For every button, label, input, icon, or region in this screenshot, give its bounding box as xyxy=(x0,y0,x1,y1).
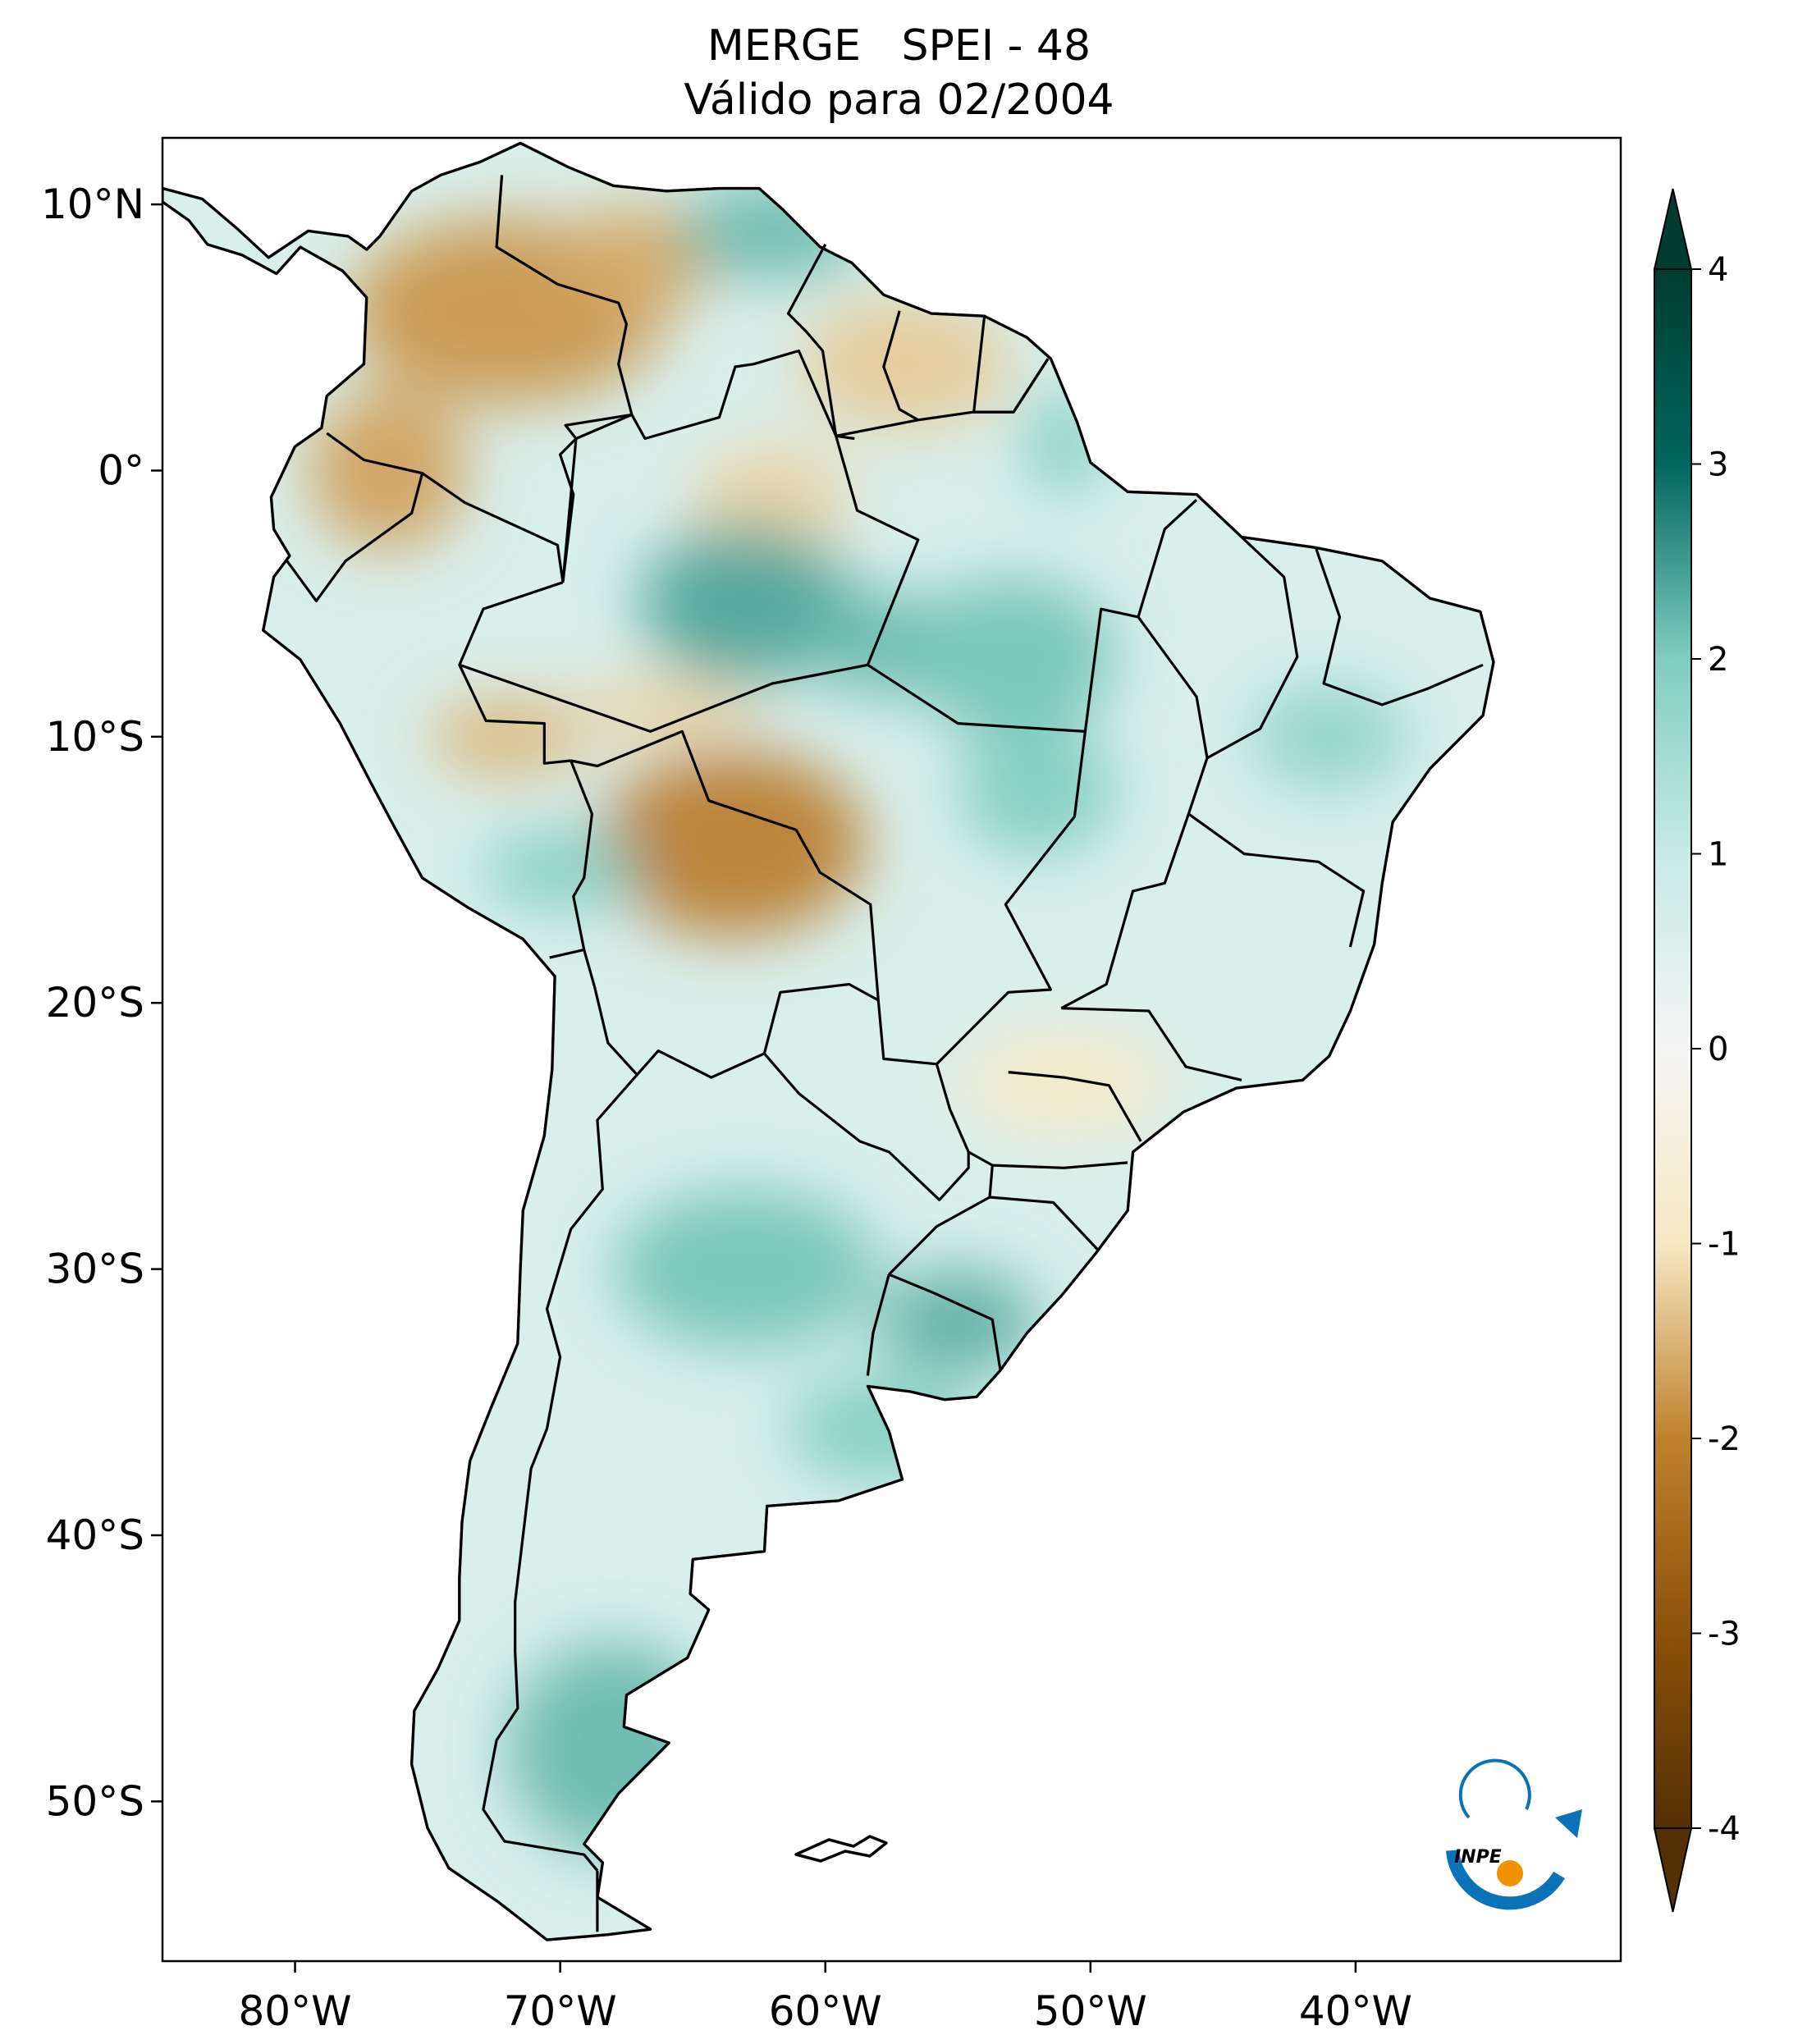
colorbar-tick-label: 1 xyxy=(1708,836,1728,874)
paraguay-argentina-border xyxy=(763,1052,970,1201)
map-area xyxy=(162,141,1495,1941)
brazil-states-pr-sc xyxy=(992,1161,1128,1169)
peru-brazil-border xyxy=(458,581,571,765)
spei-field xyxy=(162,143,1494,1940)
colombia-peru-border xyxy=(421,472,565,583)
colorbar-extend-min xyxy=(1653,1827,1693,1913)
colorbar-tick-label: 4 xyxy=(1708,251,1728,289)
spei-anomaly-region xyxy=(904,577,1118,737)
latitude-tick-label: 40°S xyxy=(46,1511,144,1559)
ecuador-peru-border xyxy=(286,432,424,602)
spei-anomaly-region xyxy=(639,524,853,684)
brazil-states-ma-pi-ce xyxy=(1206,536,1299,760)
logo-text: INPE xyxy=(1454,1847,1502,1868)
longitude-tick-label: 50°W xyxy=(1034,1987,1147,2035)
spei-anomaly-region xyxy=(308,391,468,551)
spei-anomaly-region xyxy=(613,1189,879,1349)
falkland-islands xyxy=(794,1835,888,1863)
bolivia-brazil-border xyxy=(570,729,880,1001)
colorbar-tick-label: 3 xyxy=(1708,446,1728,484)
longitude-tick-label: 70°W xyxy=(504,1987,617,2035)
map-frame xyxy=(161,136,1622,1963)
colorbar-tick-label: 0 xyxy=(1708,1031,1728,1068)
colorbar-extend-max xyxy=(1653,188,1693,270)
spei-anomaly-region xyxy=(1249,683,1409,790)
map-title: MERGE SPEI - 48 xyxy=(707,21,1091,71)
uruguay-argentina-border xyxy=(866,1273,890,1376)
latitude-axis: 10°N 0° 10°S 20°S 30°S 40°S 50°S xyxy=(41,181,162,1825)
coastline xyxy=(162,141,1495,1941)
logo-swoosh xyxy=(1446,1850,1565,1910)
longitude-tick-label: 40°W xyxy=(1299,1987,1412,2035)
inpe-logo: INPE xyxy=(1446,1758,1582,1910)
spei-anomaly-region xyxy=(507,1641,720,1855)
spei-anomaly-region xyxy=(428,697,587,777)
brazil-states-sc-rs xyxy=(989,1196,1100,1251)
spei-anomaly-region xyxy=(679,183,866,279)
latitude-tick-label: 20°S xyxy=(46,979,144,1027)
uruguay-brazil-border xyxy=(888,1273,1002,1371)
latitude-tick-label: 10°S xyxy=(46,713,144,761)
spei-anomaly-region xyxy=(480,830,640,910)
colorbar-tick-label: -1 xyxy=(1708,1226,1741,1264)
spei-anomaly-region xyxy=(693,444,853,551)
bolivia-paraguay-border xyxy=(762,982,880,1054)
longitude-axis: 80°W 70°W 60°W 50°W 40°W xyxy=(239,1961,1412,2035)
spei-anomaly-region xyxy=(573,678,759,743)
brazil-states-ce-rn-pb xyxy=(1314,546,1484,706)
chile-argentina-border xyxy=(482,1073,638,1872)
latitude-tick-label: 50°S xyxy=(46,1777,144,1825)
map-subtitle: Válido para 02/2004 xyxy=(684,75,1114,125)
brazil-states-para-mt xyxy=(867,499,1198,733)
brazil-north-border xyxy=(561,349,1050,583)
spei-anomaly-region xyxy=(600,750,866,937)
latitude-tick-label: 30°S xyxy=(46,1246,144,1293)
colorbar-tick-label: 2 xyxy=(1708,641,1728,679)
longitude-tick-label: 80°W xyxy=(239,1987,352,2035)
guyana-suriname-border xyxy=(882,310,919,422)
colorbar-body xyxy=(1654,269,1691,1828)
spei-anomaly-region xyxy=(958,1029,1170,1136)
colorbar-tick-label: -3 xyxy=(1708,1616,1741,1653)
brazil-states-sp-pr xyxy=(1008,1071,1142,1142)
spei-anomaly-region xyxy=(1024,391,1104,497)
political-borders xyxy=(286,175,1484,1932)
latitude-tick-label: 0° xyxy=(98,446,144,494)
colorbar-tick-label: -4 xyxy=(1708,1810,1741,1848)
brazil-states-mg-sp xyxy=(1061,1007,1242,1081)
peru-bolivia-border xyxy=(549,760,593,959)
colombia-venezuela-border xyxy=(495,175,634,583)
spei-anomaly-region xyxy=(958,723,1118,857)
brazil-states-ba-mg xyxy=(1187,812,1366,948)
colorbar-tick-label: -2 xyxy=(1708,1420,1741,1458)
spei-anomaly-region xyxy=(878,1269,1038,1376)
logo-dot xyxy=(1497,1860,1523,1886)
longitude-tick-label: 60°W xyxy=(769,1987,882,2035)
latitude-tick-label: 10°N xyxy=(41,181,144,228)
brazil-states-to-ba xyxy=(1060,615,1209,1010)
spei-anomaly-region xyxy=(798,297,1011,431)
spei-anomaly-region xyxy=(785,1375,972,1483)
colorbar: 4 3 2 1 0 -1 -2 -3 -4 xyxy=(1653,188,1741,1913)
brazil-states-mt-go xyxy=(936,731,1087,1065)
